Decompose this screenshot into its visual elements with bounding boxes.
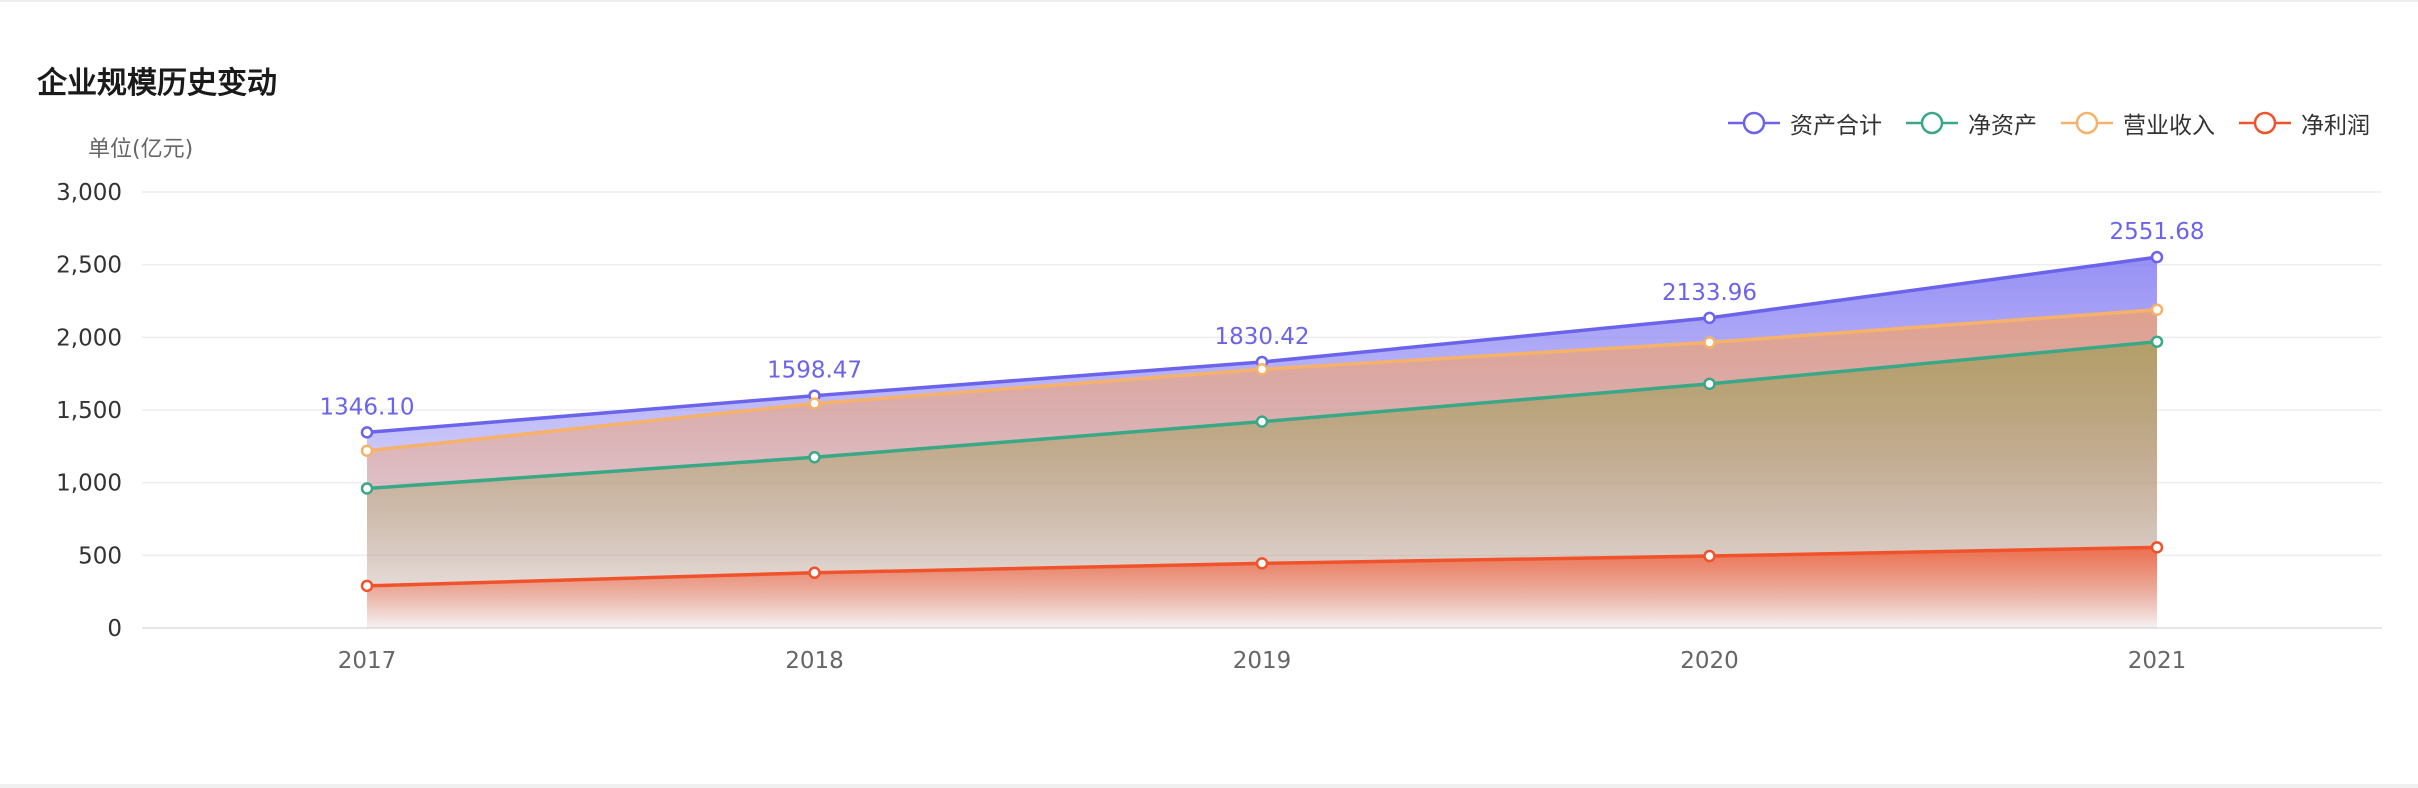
data-point: [1703, 549, 1716, 563]
data-point: [2150, 250, 2164, 264]
data-point: [2150, 335, 2164, 348]
chart-title: 企业规模历史变动: [37, 66, 277, 101]
data-point: [1703, 336, 1716, 349]
y-tick-label: 1,000: [56, 471, 122, 497]
x-tick-label: 2020: [1680, 648, 1739, 674]
y-tick-label: 1,500: [56, 398, 122, 424]
legend-item-revenue[interactable]: 营业收入: [2061, 106, 2215, 140]
data-point: [1703, 377, 1716, 391]
data-label: 2133.96: [1662, 280, 1757, 306]
data-point: [1255, 415, 1269, 428]
page-top-border: [0, 0, 2418, 2]
data-point: [808, 450, 821, 464]
legend-item-net-profit[interactable]: 净利润: [2239, 106, 2370, 140]
legend-item-net-assets[interactable]: 净资产: [1906, 106, 2037, 140]
data-point: [808, 566, 821, 580]
legend-label-net-profit: 净利润: [2301, 113, 2370, 139]
page-bottom-border: [0, 784, 2418, 788]
data-label: 1346.10: [319, 394, 414, 420]
data-point: [360, 444, 374, 457]
y-tick-label: 2,000: [56, 325, 122, 351]
legend-label-revenue: 营业收入: [2123, 113, 2215, 139]
y-tick-label: 2,500: [56, 253, 122, 279]
data-point: [1255, 557, 1269, 570]
legend: 资产合计 净资产 营业收入 净利润: [1728, 106, 2370, 140]
data-point: [1703, 311, 1716, 325]
legend-swatch-net-profit: [2239, 111, 2291, 135]
data-point: [2150, 303, 2164, 316]
x-tick-label: 2021: [2128, 648, 2187, 674]
legend-item-assets[interactable]: 资产合计: [1728, 106, 1882, 140]
legend-swatch-assets: [1728, 111, 1780, 135]
data-point: [1255, 363, 1269, 376]
legend-label-net-assets: 净资产: [1968, 113, 2037, 139]
x-tick-label: 2017: [338, 648, 397, 674]
data-point: [360, 426, 374, 439]
data-label: 2551.68: [2109, 219, 2204, 245]
data-point: [360, 482, 374, 495]
data-point: [2150, 541, 2164, 554]
unit-label: 单位(亿元): [88, 137, 193, 162]
y-tick-label: 500: [78, 543, 122, 569]
x-tick-label: 2019: [1233, 648, 1292, 674]
data-label: 1830.42: [1214, 324, 1309, 350]
y-tick-label: 0: [107, 616, 122, 642]
y-tick-label: 3,000: [56, 180, 122, 206]
legend-swatch-net-assets: [1906, 111, 1958, 135]
x-tick-label: 2018: [785, 648, 844, 674]
data-point: [360, 579, 374, 593]
legend-swatch-revenue: [2061, 111, 2113, 135]
data-label: 1598.47: [767, 358, 862, 384]
legend-label-assets: 资产合计: [1790, 113, 1882, 139]
series-area: [367, 547, 2157, 628]
data-point: [808, 397, 821, 410]
